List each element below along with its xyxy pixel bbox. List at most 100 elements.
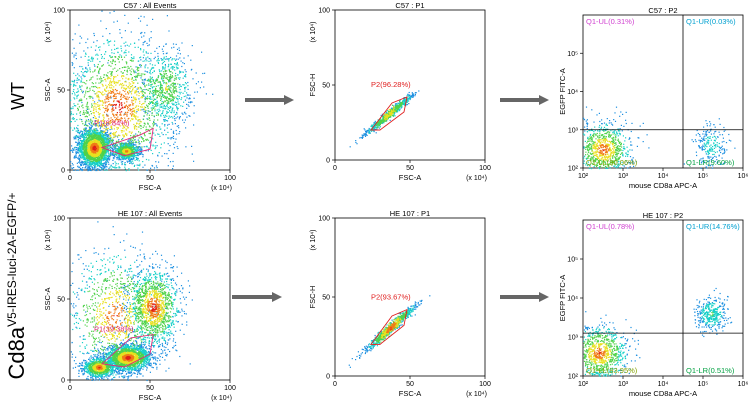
data-point: [130, 146, 132, 148]
data-point: [155, 85, 157, 87]
data-point: [160, 147, 162, 149]
data-point: [105, 149, 107, 151]
data-point: [103, 127, 105, 129]
data-point: [101, 168, 103, 170]
data-point: [98, 142, 100, 144]
data-point: [117, 51, 119, 54]
data-point: [85, 105, 87, 108]
data-point: [105, 126, 107, 128]
data-point: [135, 78, 137, 80]
data-point: [92, 157, 94, 159]
data-point: [142, 156, 144, 158]
data-point: [73, 97, 75, 99]
data-point: [132, 110, 134, 112]
data-point: [128, 156, 130, 158]
data-point: [111, 105, 114, 107]
data-point: [182, 119, 184, 121]
data-point: [72, 113, 74, 115]
data-point: [196, 91, 198, 93]
data-point: [88, 133, 90, 136]
data-point: [170, 111, 172, 113]
data-point: [135, 75, 137, 77]
data-point: [139, 64, 141, 66]
data-point: [172, 123, 174, 125]
data-point: [140, 87, 142, 89]
data-point: [146, 114, 148, 116]
data-point: [107, 158, 109, 160]
data-point: [144, 40, 146, 42]
data-point: [110, 126, 112, 128]
data-point: [150, 31, 152, 33]
data-point: [155, 87, 157, 89]
data-point: [117, 163, 119, 165]
data-point: [152, 138, 154, 140]
data-point: [93, 90, 95, 93]
data-point: [131, 131, 133, 133]
data-point: [132, 145, 134, 147]
data-point: [85, 53, 87, 55]
data-point: [149, 93, 151, 95]
data-point: [185, 71, 187, 73]
data-point: [130, 140, 132, 143]
data-point: [138, 39, 140, 41]
data-point: [108, 41, 110, 43]
data-point: [150, 84, 152, 86]
data-point: [125, 66, 127, 68]
data-point: [89, 136, 91, 138]
data-point: [191, 153, 193, 155]
data-point: [116, 154, 118, 156]
data-point: [120, 55, 123, 57]
data-point: [170, 87, 172, 89]
data-point: [155, 165, 158, 167]
data-point: [89, 123, 91, 125]
data-point: [72, 148, 74, 151]
data-point: [79, 147, 81, 150]
data-point: [112, 146, 114, 148]
data-point: [155, 80, 157, 83]
data-point: [87, 38, 89, 40]
data-point: [89, 71, 91, 73]
data-point: [84, 134, 87, 136]
data-point: [171, 92, 173, 94]
data-point: [121, 162, 123, 164]
data-point: [183, 95, 185, 98]
data-point: [146, 95, 149, 97]
data-point: [84, 112, 86, 114]
data-point: [178, 97, 180, 99]
data-point: [95, 169, 97, 172]
data-point: [132, 139, 134, 141]
data-point: [107, 72, 109, 74]
data-point: [141, 148, 143, 150]
data-point: [168, 149, 170, 152]
data-point: [83, 149, 85, 151]
data-point: [84, 141, 86, 143]
data-point: [139, 119, 141, 121]
data-point: [109, 121, 111, 123]
data-point: [114, 81, 116, 83]
data-point: [82, 157, 84, 159]
data-point: [97, 133, 99, 135]
data-point: [126, 63, 128, 65]
data-point: [79, 85, 81, 87]
data-point: [88, 151, 90, 153]
data-point: [104, 78, 106, 80]
data-point: [103, 130, 105, 132]
data-point: [87, 164, 89, 166]
data-point: [108, 138, 110, 140]
data-point: [100, 82, 102, 84]
data-point: [105, 51, 107, 53]
data-point: [112, 154, 115, 156]
data-point: [92, 76, 94, 78]
data-point: [80, 148, 82, 150]
data-point: [116, 47, 118, 50]
data-point: [96, 121, 98, 123]
data-point: [126, 73, 128, 76]
data-point: [171, 66, 173, 68]
data-point: [100, 100, 102, 102]
data-point: [100, 137, 102, 139]
data-point: [132, 162, 134, 164]
data-point: [73, 67, 75, 69]
data-point: [134, 149, 136, 151]
data-point: [131, 85, 133, 87]
data-point: [126, 69, 128, 71]
